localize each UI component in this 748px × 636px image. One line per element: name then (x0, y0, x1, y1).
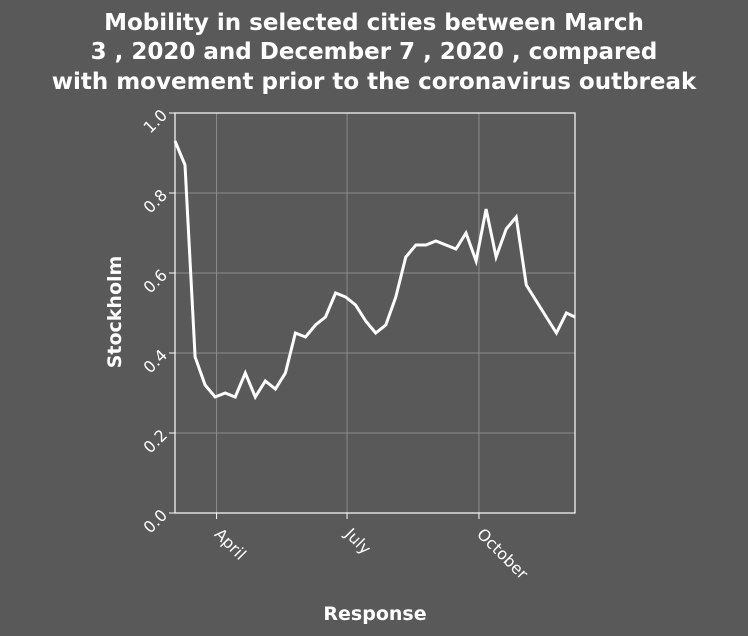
series-line-stockholm (173, 140, 576, 401)
chart-title-line-2: 3 , 2020 and December 7 , 2020 , compare… (91, 39, 658, 65)
chart-title-line-3: with movement prior to the coronavirus o… (52, 69, 697, 95)
plot-frame (174, 112, 576, 514)
x-axis-title: Response (323, 603, 426, 625)
y-axis-title: Stockholm (104, 256, 126, 369)
chart-title-line-1: Mobility in selected cities between Marc… (104, 10, 644, 36)
